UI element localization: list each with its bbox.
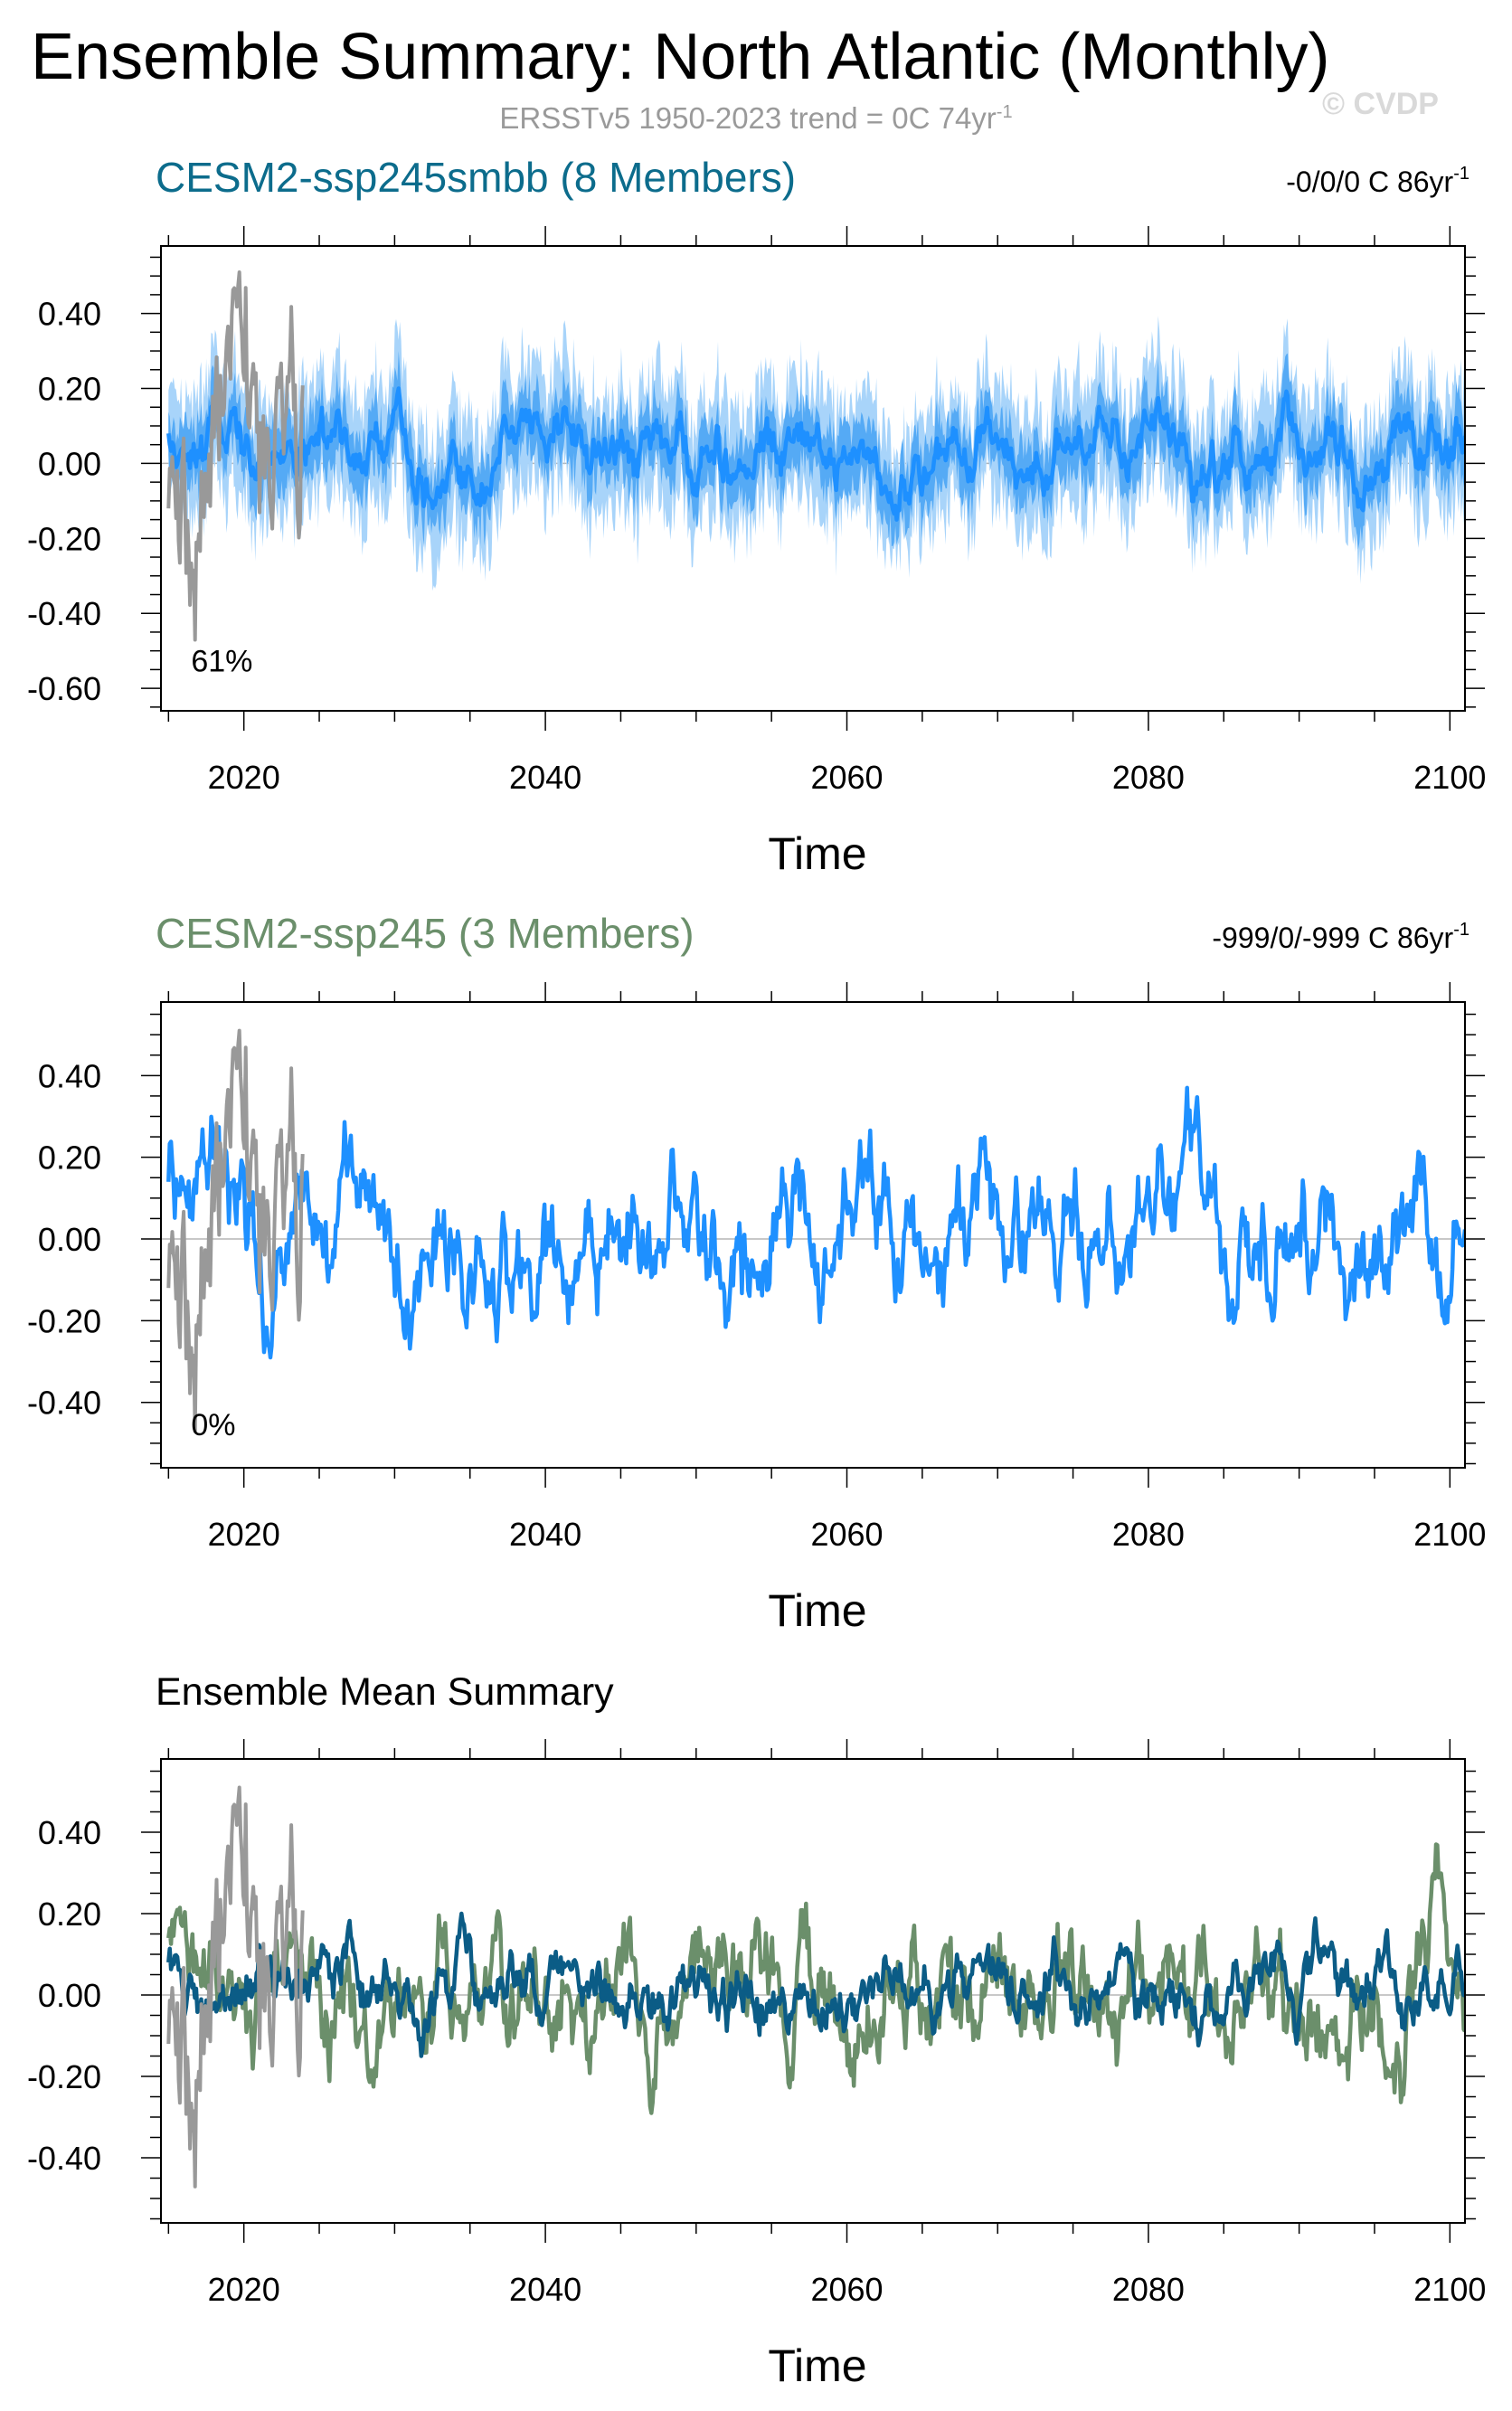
x-tick-label: 2100: [1413, 1516, 1486, 1553]
observation-trend-subtitle: ERSSTv5 1950-2023 trend = 0C 74yr-1: [0, 101, 1512, 136]
plot-area: [161, 1785, 1465, 2189]
y-tick-label: -0.40: [27, 1385, 101, 1422]
percent-annotation: 0%: [191, 1408, 235, 1442]
panel-trend-exponent: -1: [1453, 164, 1469, 184]
ssp245smbb-ensemble-mean-line: [166, 1911, 1465, 2058]
panel-trend-text: -0/0/0 C 86yr: [1286, 165, 1453, 198]
x-tick-label: 2060: [810, 2271, 883, 2308]
x-tick-label: 2040: [509, 1516, 581, 1553]
ssp245-panel: CESM2-ssp245 (3 Members) -999/0/-999 C 86…: [27, 910, 1486, 1636]
x-tick-label: 2020: [208, 759, 280, 796]
y-tick-label: -0.20: [27, 2058, 101, 2095]
ensemble-mean-line: [166, 386, 1465, 522]
percent-annotation: 61%: [191, 644, 252, 678]
y-tick-label: 0.00: [38, 1221, 101, 1258]
ensemble-mean-line: [166, 1085, 1465, 1360]
plot-frame: [160, 1758, 1466, 2224]
plot-frame: [160, 1001, 1466, 1469]
x-tick-label: 2080: [1112, 1516, 1185, 1553]
observation-trend-exponent: -1: [996, 102, 1013, 122]
y-tick-label: 0.40: [38, 1814, 101, 1851]
y-tick-label: 0.20: [38, 371, 101, 408]
observation-trend-text: ERSSTv5 1950-2023 trend = 0C 74yr: [499, 101, 997, 135]
ensemble-percentile-band: [168, 351, 1465, 550]
ssp245-ensemble-mean-line: [166, 1842, 1465, 2115]
plot-frame: [160, 245, 1466, 712]
x-tick-label: 2100: [1413, 2271, 1486, 2308]
x-tick-label: 2060: [810, 759, 883, 796]
panel-trend-label: -999/0/-999 C 86yr-1: [1212, 920, 1469, 954]
panel-title: CESM2-ssp245smbb (8 Members): [156, 154, 796, 201]
y-tick-label: -0.20: [27, 1302, 101, 1339]
observations-line: [166, 270, 305, 642]
x-axis-title: Time: [768, 828, 866, 879]
plot-area: [161, 270, 1465, 642]
panel-title: CESM2-ssp245 (3 Members): [156, 910, 695, 957]
ssp245smbb-panel: CESM2-ssp245smbb (8 Members) -0/0/0 C 86y…: [27, 154, 1486, 879]
y-tick-label: 0.20: [38, 1139, 101, 1177]
cvdp-watermark: © CVDP: [1322, 87, 1439, 121]
observations-line: [166, 1028, 305, 1433]
x-axis-title: Time: [768, 1585, 866, 1636]
y-tick-label: 0.40: [38, 296, 101, 333]
x-tick-label: 2020: [208, 2271, 280, 2308]
page-title: Ensemble Summary: North Atlantic (Monthl…: [31, 21, 1330, 93]
x-axis-title: Time: [768, 2340, 866, 2391]
y-tick-label: 0.00: [38, 445, 101, 482]
x-tick-label: 2060: [810, 1516, 883, 1553]
y-tick-label: 0.40: [38, 1057, 101, 1094]
panel-title: Ensemble Mean Summary: [156, 1670, 614, 1714]
y-tick-label: 0.00: [38, 1977, 101, 2014]
x-tick-label: 2100: [1413, 759, 1486, 796]
panel-trend-label: -0/0/0 C 86yr-1: [1286, 164, 1469, 198]
x-tick-label: 2040: [509, 759, 581, 796]
plot-area: [161, 1028, 1465, 1433]
y-tick-label: -0.20: [27, 520, 101, 557]
y-tick-label: 0.20: [38, 1896, 101, 1933]
y-tick-label: -0.40: [27, 595, 101, 632]
y-tick-label: -0.60: [27, 670, 101, 707]
x-tick-label: 2080: [1112, 2271, 1185, 2308]
y-tick-label: -0.40: [27, 2140, 101, 2177]
ensemble-mean-summary-panel: Ensemble Mean Summary -0.40 -0.20 0.00 0.20 0…: [27, 1670, 1486, 2391]
x-tick-label: 2020: [208, 1516, 280, 1553]
x-tick-label: 2040: [509, 2271, 581, 2308]
panel-trend-exponent: -1: [1453, 920, 1469, 940]
panel-trend-text: -999/0/-999 C 86yr: [1212, 922, 1453, 954]
observations-line: [166, 1785, 305, 2189]
x-tick-label: 2080: [1112, 759, 1185, 796]
